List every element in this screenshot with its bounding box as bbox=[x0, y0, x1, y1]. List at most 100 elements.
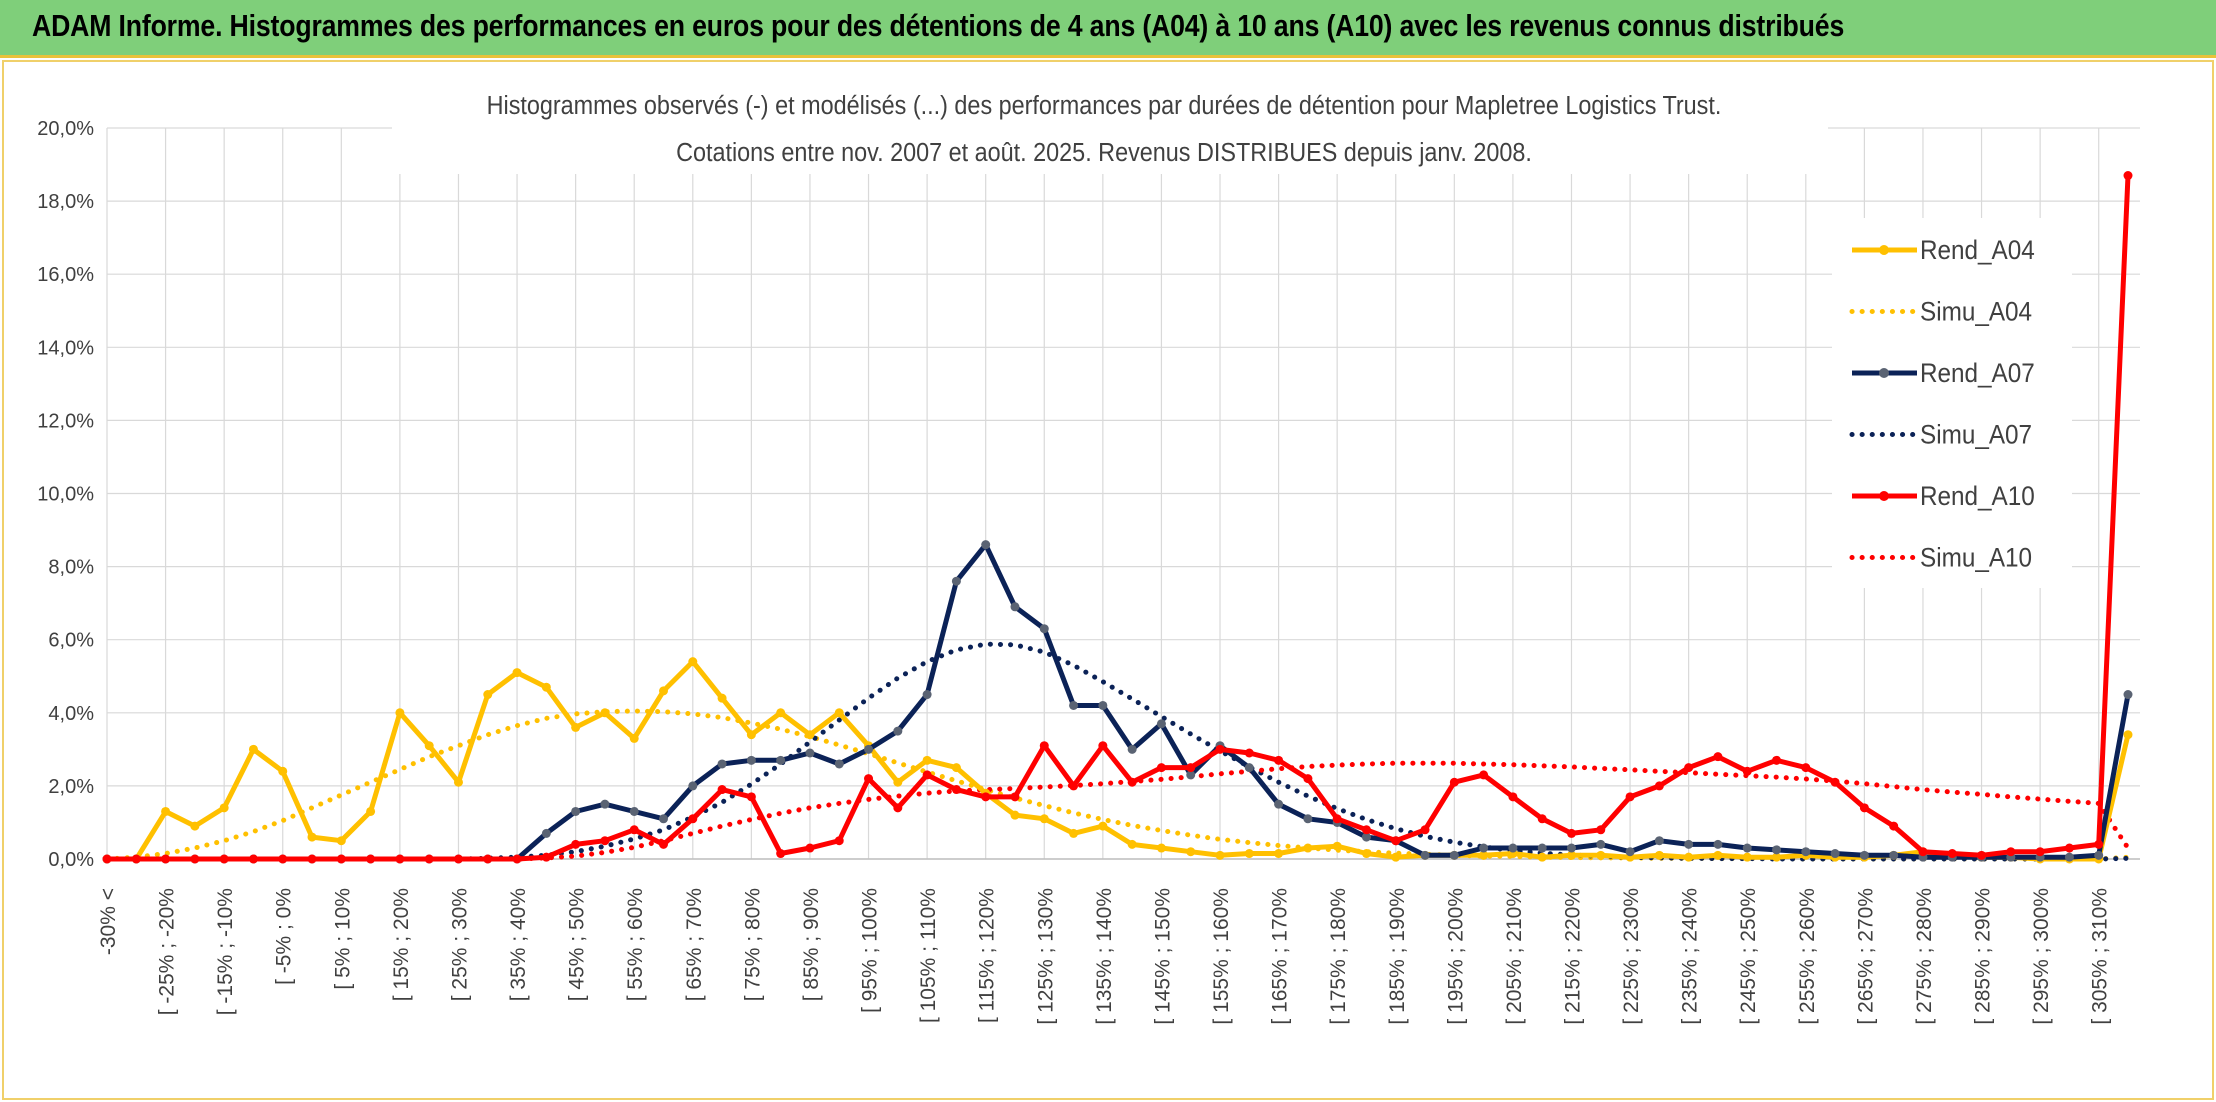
point-Rend_A10 bbox=[893, 803, 903, 813]
point-Rend_A04 bbox=[161, 806, 171, 816]
point-Rend_A07 bbox=[1244, 763, 1254, 773]
point-Rend_A10 bbox=[805, 843, 815, 853]
point-Rend_A10 bbox=[102, 854, 112, 864]
point-Rend_A10 bbox=[2123, 171, 2133, 181]
x-tick-label: [ 205% ; 210% bbox=[1503, 888, 1526, 1025]
point-Rend_A10 bbox=[1918, 847, 1928, 857]
x-tick-label: [ 5% ; 10% bbox=[331, 888, 354, 990]
point-Rend_A04 bbox=[1654, 850, 1664, 860]
point-Rend_A04 bbox=[629, 733, 639, 743]
point-Rend_A04 bbox=[717, 693, 727, 703]
point-Rend_A10 bbox=[1508, 792, 1518, 802]
x-tick-label: [ 225% ; 230% bbox=[1620, 888, 1643, 1025]
y-tick-label: 12,0% bbox=[37, 410, 94, 432]
point-Rend_A04 bbox=[688, 657, 698, 667]
page-title: ADAM Informe. Histogrammes des performan… bbox=[32, 8, 1845, 43]
point-Rend_A07 bbox=[1596, 839, 1606, 849]
point-Rend_A10 bbox=[483, 854, 493, 864]
x-tick-label: [ 195% ; 200% bbox=[1444, 888, 1467, 1025]
legend-label: Simu_A04 bbox=[1920, 297, 2032, 326]
point-Rend_A10 bbox=[307, 854, 317, 864]
x-tick-label: [ 115% ; 120% bbox=[976, 888, 999, 1023]
x-tick-label: [ 75% ; 80% bbox=[741, 888, 764, 1001]
x-axis-tick-labels: -30% < [ -25% ; -20% [ -15% ; -10% [ -5% ; … bbox=[97, 888, 2112, 1025]
point-Rend_A07 bbox=[1069, 700, 1079, 710]
legend-box bbox=[1832, 218, 2072, 588]
point-Rend_A07 bbox=[1566, 843, 1576, 853]
y-tick-label: 6,0% bbox=[48, 630, 94, 652]
point-Rend_A07 bbox=[1479, 843, 1489, 853]
point-Rend_A10 bbox=[776, 849, 786, 859]
point-Rend_A07 bbox=[1889, 850, 1899, 860]
point-Rend_A04 bbox=[805, 730, 815, 740]
point-Rend_A10 bbox=[2035, 847, 2045, 857]
point-Rend_A10 bbox=[424, 854, 434, 864]
legend-label: Rend_A07 bbox=[1920, 359, 2035, 388]
point-Rend_A07 bbox=[1303, 814, 1313, 824]
point-Rend_A10 bbox=[1801, 763, 1811, 773]
point-Rend_A07 bbox=[1361, 832, 1371, 842]
point-Rend_A10 bbox=[600, 836, 610, 846]
point-Rend_A07 bbox=[1801, 847, 1811, 857]
x-tick-label: [ 145% ; 150% bbox=[1151, 888, 1174, 1025]
point-Rend_A04 bbox=[1069, 828, 1079, 838]
point-Rend_A04 bbox=[1186, 847, 1196, 857]
x-tick-label: [ 285% ; 290% bbox=[1972, 888, 1995, 1025]
y-tick-label: 0,0% bbox=[48, 849, 94, 871]
x-tick-label: [ -5% ; 0% bbox=[273, 888, 296, 985]
x-tick-label: [ 175% ; 180% bbox=[1327, 888, 1350, 1025]
point-Rend_A10 bbox=[1713, 752, 1723, 762]
point-Rend_A10 bbox=[1537, 814, 1547, 824]
x-tick-label: [ 215% ; 220% bbox=[1561, 888, 1584, 1025]
x-tick-label: [ 65% ; 70% bbox=[683, 888, 706, 1001]
point-Rend_A07 bbox=[1039, 624, 1049, 634]
point-Rend_A04 bbox=[1127, 839, 1137, 849]
point-Rend_A10 bbox=[1391, 836, 1401, 846]
series-Rend_A07 bbox=[107, 542, 2131, 862]
point-Rend_A10 bbox=[366, 854, 376, 864]
point-Rend_A07 bbox=[1654, 836, 1664, 846]
title-backdrop bbox=[392, 84, 1828, 174]
point-Rend_A07 bbox=[571, 806, 581, 816]
point-Rend_A07 bbox=[805, 748, 815, 758]
point-Rend_A10 bbox=[336, 854, 346, 864]
point-Rend_A04 bbox=[1684, 852, 1694, 862]
point-Rend_A04 bbox=[483, 690, 493, 700]
grid-lines bbox=[106, 127, 2140, 860]
point-Rend_A04 bbox=[1391, 852, 1401, 862]
x-tick-label: [ 35% ; 40% bbox=[507, 888, 530, 1001]
point-Rend_A10 bbox=[1566, 828, 1576, 838]
chart-frame bbox=[2, 60, 2214, 1100]
point-Rend_A07 bbox=[1508, 843, 1518, 853]
point-Rend_A07 bbox=[2064, 852, 2074, 862]
point-Rend_A10 bbox=[278, 854, 288, 864]
point-Rend_A04 bbox=[834, 708, 844, 718]
point-Rend_A07 bbox=[1186, 770, 1196, 780]
legend-label: Simu_A10 bbox=[1920, 543, 2032, 572]
point-Rend_A07 bbox=[951, 576, 961, 586]
legend-label: Simu_A07 bbox=[1920, 420, 2032, 449]
point-Rend_A10 bbox=[951, 785, 961, 795]
point-Rend_A04 bbox=[893, 777, 903, 787]
point-Rend_A07 bbox=[541, 828, 551, 838]
point-Rend_A10 bbox=[1303, 774, 1313, 784]
point-Rend_A10 bbox=[717, 785, 727, 795]
point-Rend_A10 bbox=[1654, 781, 1664, 791]
point-Rend_A10 bbox=[1039, 741, 1049, 751]
point-Rend_A07 bbox=[717, 759, 727, 769]
point-Rend_A04 bbox=[278, 766, 288, 776]
point-Rend_A10 bbox=[190, 854, 200, 864]
point-Rend_A10 bbox=[1596, 825, 1606, 835]
legend-label: Rend_A10 bbox=[1920, 482, 2035, 511]
x-tick-label: [ 235% ; 240% bbox=[1679, 888, 1702, 1025]
point-Rend_A07 bbox=[1625, 847, 1635, 857]
point-Rend_A10 bbox=[1244, 748, 1254, 758]
x-tick-label: [ -25% ; -20% bbox=[156, 888, 179, 1015]
point-Rend_A04 bbox=[541, 682, 551, 692]
point-Rend_A07 bbox=[688, 781, 698, 791]
point-Rend_A10 bbox=[659, 839, 669, 849]
y-tick-label: 16,0% bbox=[37, 264, 94, 286]
series-lines bbox=[102, 171, 2133, 864]
point-Rend_A10 bbox=[2006, 847, 2016, 857]
